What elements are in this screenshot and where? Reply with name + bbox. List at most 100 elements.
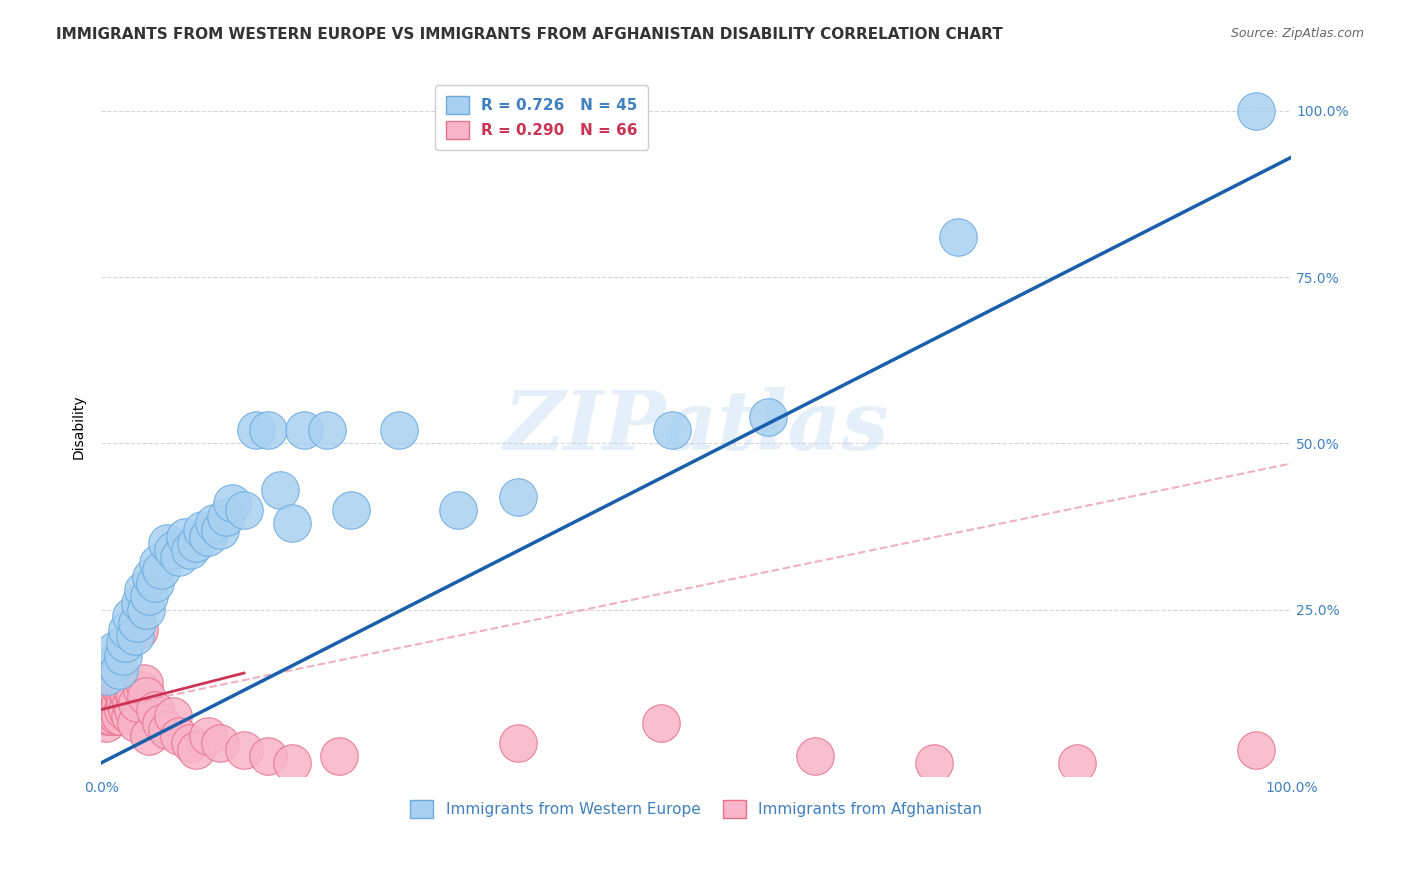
Point xyxy=(110,696,132,710)
Point xyxy=(121,682,143,697)
Point xyxy=(233,742,256,756)
Point xyxy=(138,590,160,604)
Point xyxy=(388,423,411,437)
Point xyxy=(104,703,127,717)
Point xyxy=(256,423,278,437)
Point xyxy=(650,715,672,730)
Point xyxy=(447,503,470,517)
Point xyxy=(215,509,238,524)
Point xyxy=(97,709,120,723)
Point xyxy=(245,423,267,437)
Point xyxy=(104,690,127,704)
Point xyxy=(132,676,155,690)
Point xyxy=(162,542,184,557)
Point xyxy=(101,696,124,710)
Point xyxy=(173,530,195,544)
Point xyxy=(506,490,529,504)
Point xyxy=(108,663,131,677)
Point xyxy=(661,423,683,437)
Point xyxy=(131,682,153,697)
Point xyxy=(135,603,157,617)
Point xyxy=(96,669,118,683)
Point xyxy=(804,749,827,764)
Point xyxy=(103,676,125,690)
Point xyxy=(100,709,122,723)
Point xyxy=(316,423,339,437)
Point xyxy=(191,523,214,537)
Point xyxy=(105,682,128,697)
Point xyxy=(104,642,127,657)
Point xyxy=(94,715,117,730)
Point xyxy=(128,623,150,637)
Point xyxy=(108,690,131,704)
Point xyxy=(156,536,179,550)
Point xyxy=(280,516,302,531)
Point xyxy=(124,690,146,704)
Point xyxy=(107,696,129,710)
Point xyxy=(117,703,139,717)
Point xyxy=(186,742,208,756)
Point xyxy=(98,703,121,717)
Point xyxy=(756,409,779,424)
Point xyxy=(946,230,969,244)
Text: ZIPatlas: ZIPatlas xyxy=(503,387,889,467)
Point xyxy=(167,729,190,743)
Point xyxy=(269,483,291,497)
Point xyxy=(118,709,141,723)
Point xyxy=(117,690,139,704)
Point xyxy=(125,696,148,710)
Point xyxy=(101,703,124,717)
Point xyxy=(340,503,363,517)
Point xyxy=(167,549,190,564)
Point xyxy=(96,690,118,704)
Point xyxy=(280,756,302,770)
Point xyxy=(129,596,152,610)
Point xyxy=(100,690,122,704)
Text: IMMIGRANTS FROM WESTERN EUROPE VS IMMIGRANTS FROM AFGHANISTAN DISABILITY CORRELA: IMMIGRANTS FROM WESTERN EUROPE VS IMMIGR… xyxy=(56,27,1002,42)
Point xyxy=(103,696,125,710)
Y-axis label: Disability: Disability xyxy=(72,394,86,459)
Point xyxy=(148,556,170,570)
Point xyxy=(111,649,134,664)
Point xyxy=(110,682,132,697)
Point xyxy=(1244,103,1267,118)
Point xyxy=(209,523,232,537)
Point xyxy=(143,703,166,717)
Point xyxy=(98,696,121,710)
Point xyxy=(94,696,117,710)
Text: Source: ZipAtlas.com: Source: ZipAtlas.com xyxy=(1230,27,1364,40)
Point xyxy=(112,690,135,704)
Point xyxy=(105,709,128,723)
Point xyxy=(1066,756,1088,770)
Point xyxy=(138,729,160,743)
Point xyxy=(221,496,243,510)
Point xyxy=(328,749,350,764)
Point xyxy=(162,709,184,723)
Point xyxy=(179,542,201,557)
Point xyxy=(141,569,163,583)
Point xyxy=(101,682,124,697)
Point xyxy=(179,736,201,750)
Point xyxy=(101,690,124,704)
Point xyxy=(111,703,134,717)
Point xyxy=(108,676,131,690)
Point xyxy=(107,703,129,717)
Point xyxy=(149,715,172,730)
Point xyxy=(94,709,117,723)
Point xyxy=(186,536,208,550)
Point xyxy=(114,636,136,650)
Point xyxy=(149,563,172,577)
Point xyxy=(256,749,278,764)
Point xyxy=(132,582,155,597)
Point xyxy=(209,736,232,750)
Point xyxy=(924,756,946,770)
Point xyxy=(156,723,179,737)
Point xyxy=(135,690,157,704)
Legend: Immigrants from Western Europe, Immigrants from Afghanistan: Immigrants from Western Europe, Immigran… xyxy=(405,794,988,824)
Point xyxy=(97,682,120,697)
Point xyxy=(122,703,145,717)
Point xyxy=(125,616,148,631)
Point xyxy=(120,696,142,710)
Point xyxy=(197,530,219,544)
Point xyxy=(120,609,142,624)
